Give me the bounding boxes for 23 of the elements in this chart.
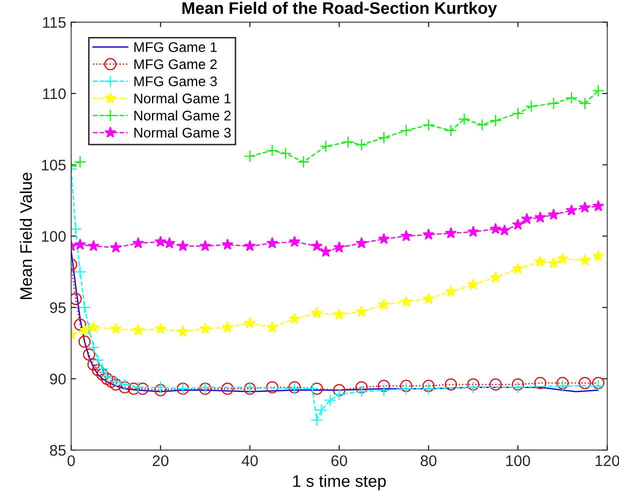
y-tick-label: 110 [43, 88, 66, 100]
y-tick-label: 115 [43, 17, 66, 28]
x-axis-title: 1 s time step [293, 474, 386, 490]
legend-label: Normal Game 2 [134, 110, 231, 120]
y-tick-label: 85 [50, 444, 66, 456]
x-tick-label: 60 [331, 455, 348, 466]
x-tick-label: 100 [506, 455, 530, 466]
y-tick-label: 95 [50, 302, 66, 314]
chart-title: Mean Field of the Road-Section Kurtkoy [182, 2, 498, 18]
y-axis-title: Mean Field Value [20, 172, 32, 299]
legend-label: MFG Game 1 [134, 42, 217, 52]
x-tick-label: 120 [596, 455, 619, 466]
legend-label: Normal Game 1 [134, 93, 231, 104]
legend-label: Normal Game 3 [134, 127, 231, 138]
y-tick-label: 90 [50, 374, 66, 384]
legend-label: MFG Game 2 [134, 59, 217, 70]
x-tick-label: 40 [242, 455, 258, 466]
y-tick-label: 100 [42, 230, 66, 242]
y-tick-label: 105 [42, 160, 66, 170]
x-tick-label: 0 [68, 455, 75, 466]
x-tick-label: 80 [420, 455, 436, 466]
legend-label: MFG Game 3 [134, 76, 217, 86]
x-tick-label: 20 [152, 455, 168, 466]
